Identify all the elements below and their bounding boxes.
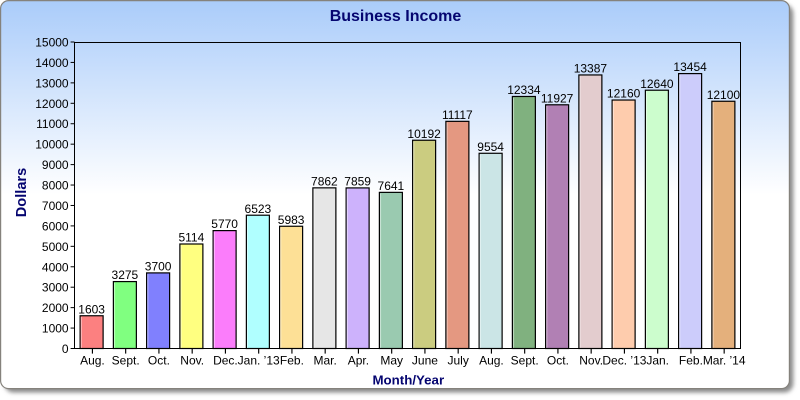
svg-text:1000: 1000	[42, 322, 69, 336]
svg-text:Apr.: Apr.	[348, 354, 369, 368]
svg-text:Nov.: Nov.	[579, 354, 603, 368]
svg-text:Dec.: Dec.	[213, 354, 238, 368]
svg-text:3700: 3700	[145, 260, 172, 274]
svg-text:3000: 3000	[42, 281, 69, 295]
svg-text:Dec. ’13: Dec. ’13	[602, 354, 646, 368]
svg-text:12640: 12640	[640, 77, 674, 91]
svg-text:Aug.: Aug.	[479, 354, 504, 368]
svg-text:Feb.: Feb.	[679, 354, 703, 368]
svg-text:7859: 7859	[344, 175, 371, 189]
svg-text:11000: 11000	[36, 117, 69, 131]
svg-text:7862: 7862	[311, 174, 338, 188]
svg-text:Mar.: Mar.	[314, 354, 337, 368]
svg-text:Nov.: Nov.	[180, 354, 204, 368]
svg-text:13000: 13000	[35, 76, 69, 90]
svg-text:15000: 15000	[35, 36, 69, 50]
svg-text:5770: 5770	[211, 217, 238, 231]
svg-text:6000: 6000	[42, 219, 69, 233]
svg-text:10000: 10000	[35, 138, 69, 152]
svg-text:Month/Year: Month/Year	[372, 373, 444, 388]
svg-text:13387: 13387	[574, 62, 608, 76]
svg-text:5000: 5000	[42, 240, 69, 254]
svg-text:Oct.: Oct.	[547, 354, 569, 368]
svg-text:3275: 3275	[112, 268, 139, 282]
svg-text:14000: 14000	[35, 56, 69, 70]
svg-text:Sept.: Sept.	[112, 354, 140, 368]
svg-text:May: May	[380, 354, 403, 368]
svg-text:11117: 11117	[442, 108, 473, 122]
svg-text:5114: 5114	[178, 231, 204, 245]
svg-text:0: 0	[62, 342, 69, 356]
svg-text:Oct.: Oct.	[148, 354, 170, 368]
svg-text:8000: 8000	[42, 179, 69, 193]
svg-text:2000: 2000	[42, 301, 69, 315]
svg-text:Jan.: Jan.	[646, 354, 669, 368]
svg-text:7641: 7641	[378, 179, 405, 193]
svg-text:Dollars: Dollars	[14, 168, 30, 217]
svg-text:9000: 9000	[42, 158, 69, 172]
svg-text:Business Income: Business Income	[330, 8, 462, 25]
svg-text:9554: 9554	[477, 140, 504, 154]
svg-text:4000: 4000	[42, 260, 69, 274]
svg-text:12000: 12000	[35, 97, 69, 111]
svg-text:June: June	[412, 354, 438, 368]
svg-text:Mar. ’14: Mar. ’14	[703, 354, 746, 368]
svg-text:7000: 7000	[42, 199, 69, 213]
svg-text:12100: 12100	[707, 88, 741, 102]
svg-text:Sept.: Sept.	[511, 354, 539, 368]
svg-text:1603: 1603	[78, 302, 105, 316]
svg-text:Feb.: Feb.	[280, 354, 304, 368]
svg-text:July: July	[448, 354, 469, 368]
svg-text:5983: 5983	[278, 213, 305, 227]
svg-text:10192: 10192	[407, 127, 441, 141]
svg-text:6523: 6523	[245, 202, 272, 216]
svg-text:12334: 12334	[507, 83, 541, 97]
svg-text:Jan. ’13: Jan. ’13	[238, 354, 280, 368]
svg-text:13454: 13454	[673, 60, 707, 74]
svg-text:11927: 11927	[541, 91, 574, 105]
svg-text:12160: 12160	[607, 87, 641, 101]
svg-text:Aug.: Aug.	[80, 354, 105, 368]
